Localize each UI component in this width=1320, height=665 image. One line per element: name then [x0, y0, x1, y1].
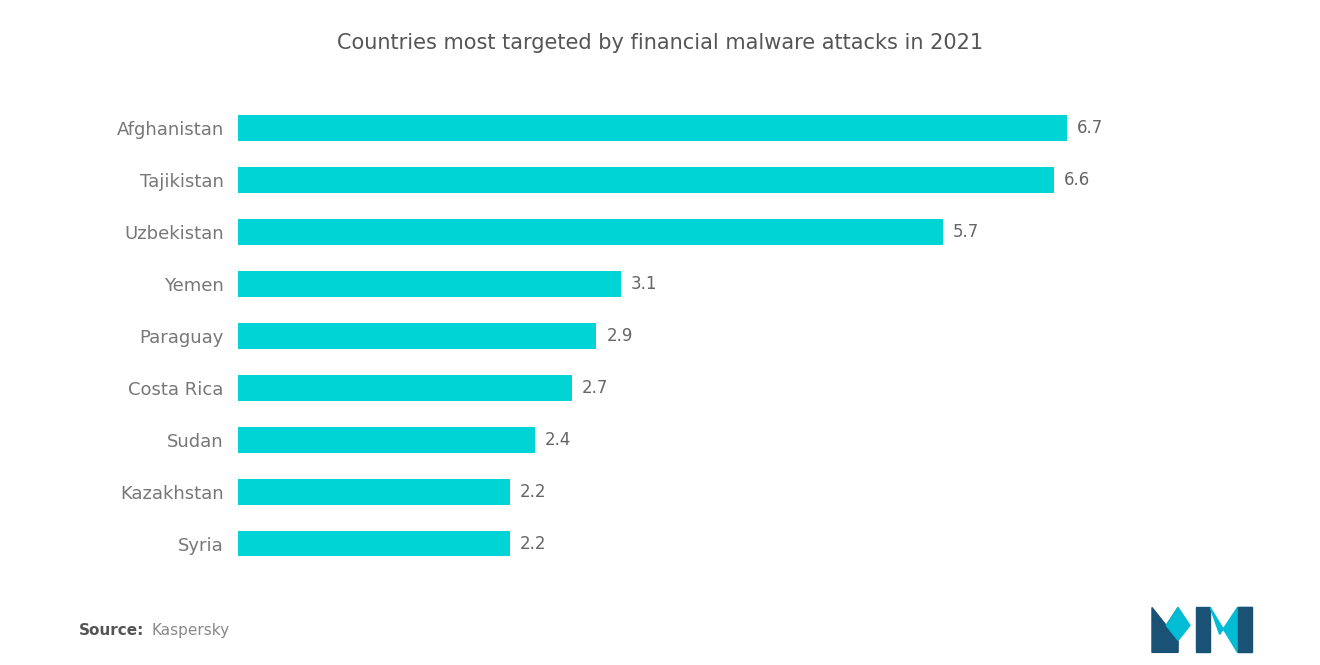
Text: 3.1: 3.1: [631, 275, 657, 293]
Bar: [238, 219, 942, 245]
Text: 2.2: 2.2: [520, 535, 546, 553]
Polygon shape: [1196, 608, 1210, 652]
Text: 5.7: 5.7: [953, 223, 979, 241]
Polygon shape: [1167, 608, 1191, 640]
Text: Source:: Source:: [79, 623, 145, 638]
Text: Countries most targeted by financial malware attacks in 2021: Countries most targeted by financial mal…: [337, 33, 983, 53]
Bar: [238, 531, 510, 557]
Bar: [238, 375, 572, 401]
Bar: [238, 115, 1067, 141]
Polygon shape: [1152, 608, 1179, 652]
Bar: [238, 427, 535, 453]
Bar: [238, 323, 597, 349]
Polygon shape: [1238, 608, 1251, 652]
Polygon shape: [1210, 608, 1251, 652]
Text: 2.7: 2.7: [582, 379, 609, 397]
Bar: [238, 479, 510, 505]
Text: 2.2: 2.2: [520, 483, 546, 501]
Text: 6.6: 6.6: [1064, 171, 1090, 189]
Text: Kaspersky: Kaspersky: [152, 623, 230, 638]
Text: 6.7: 6.7: [1077, 119, 1104, 137]
Bar: [238, 167, 1055, 193]
Bar: [238, 271, 622, 297]
Text: 2.4: 2.4: [544, 431, 570, 449]
Text: 2.9: 2.9: [606, 327, 632, 345]
